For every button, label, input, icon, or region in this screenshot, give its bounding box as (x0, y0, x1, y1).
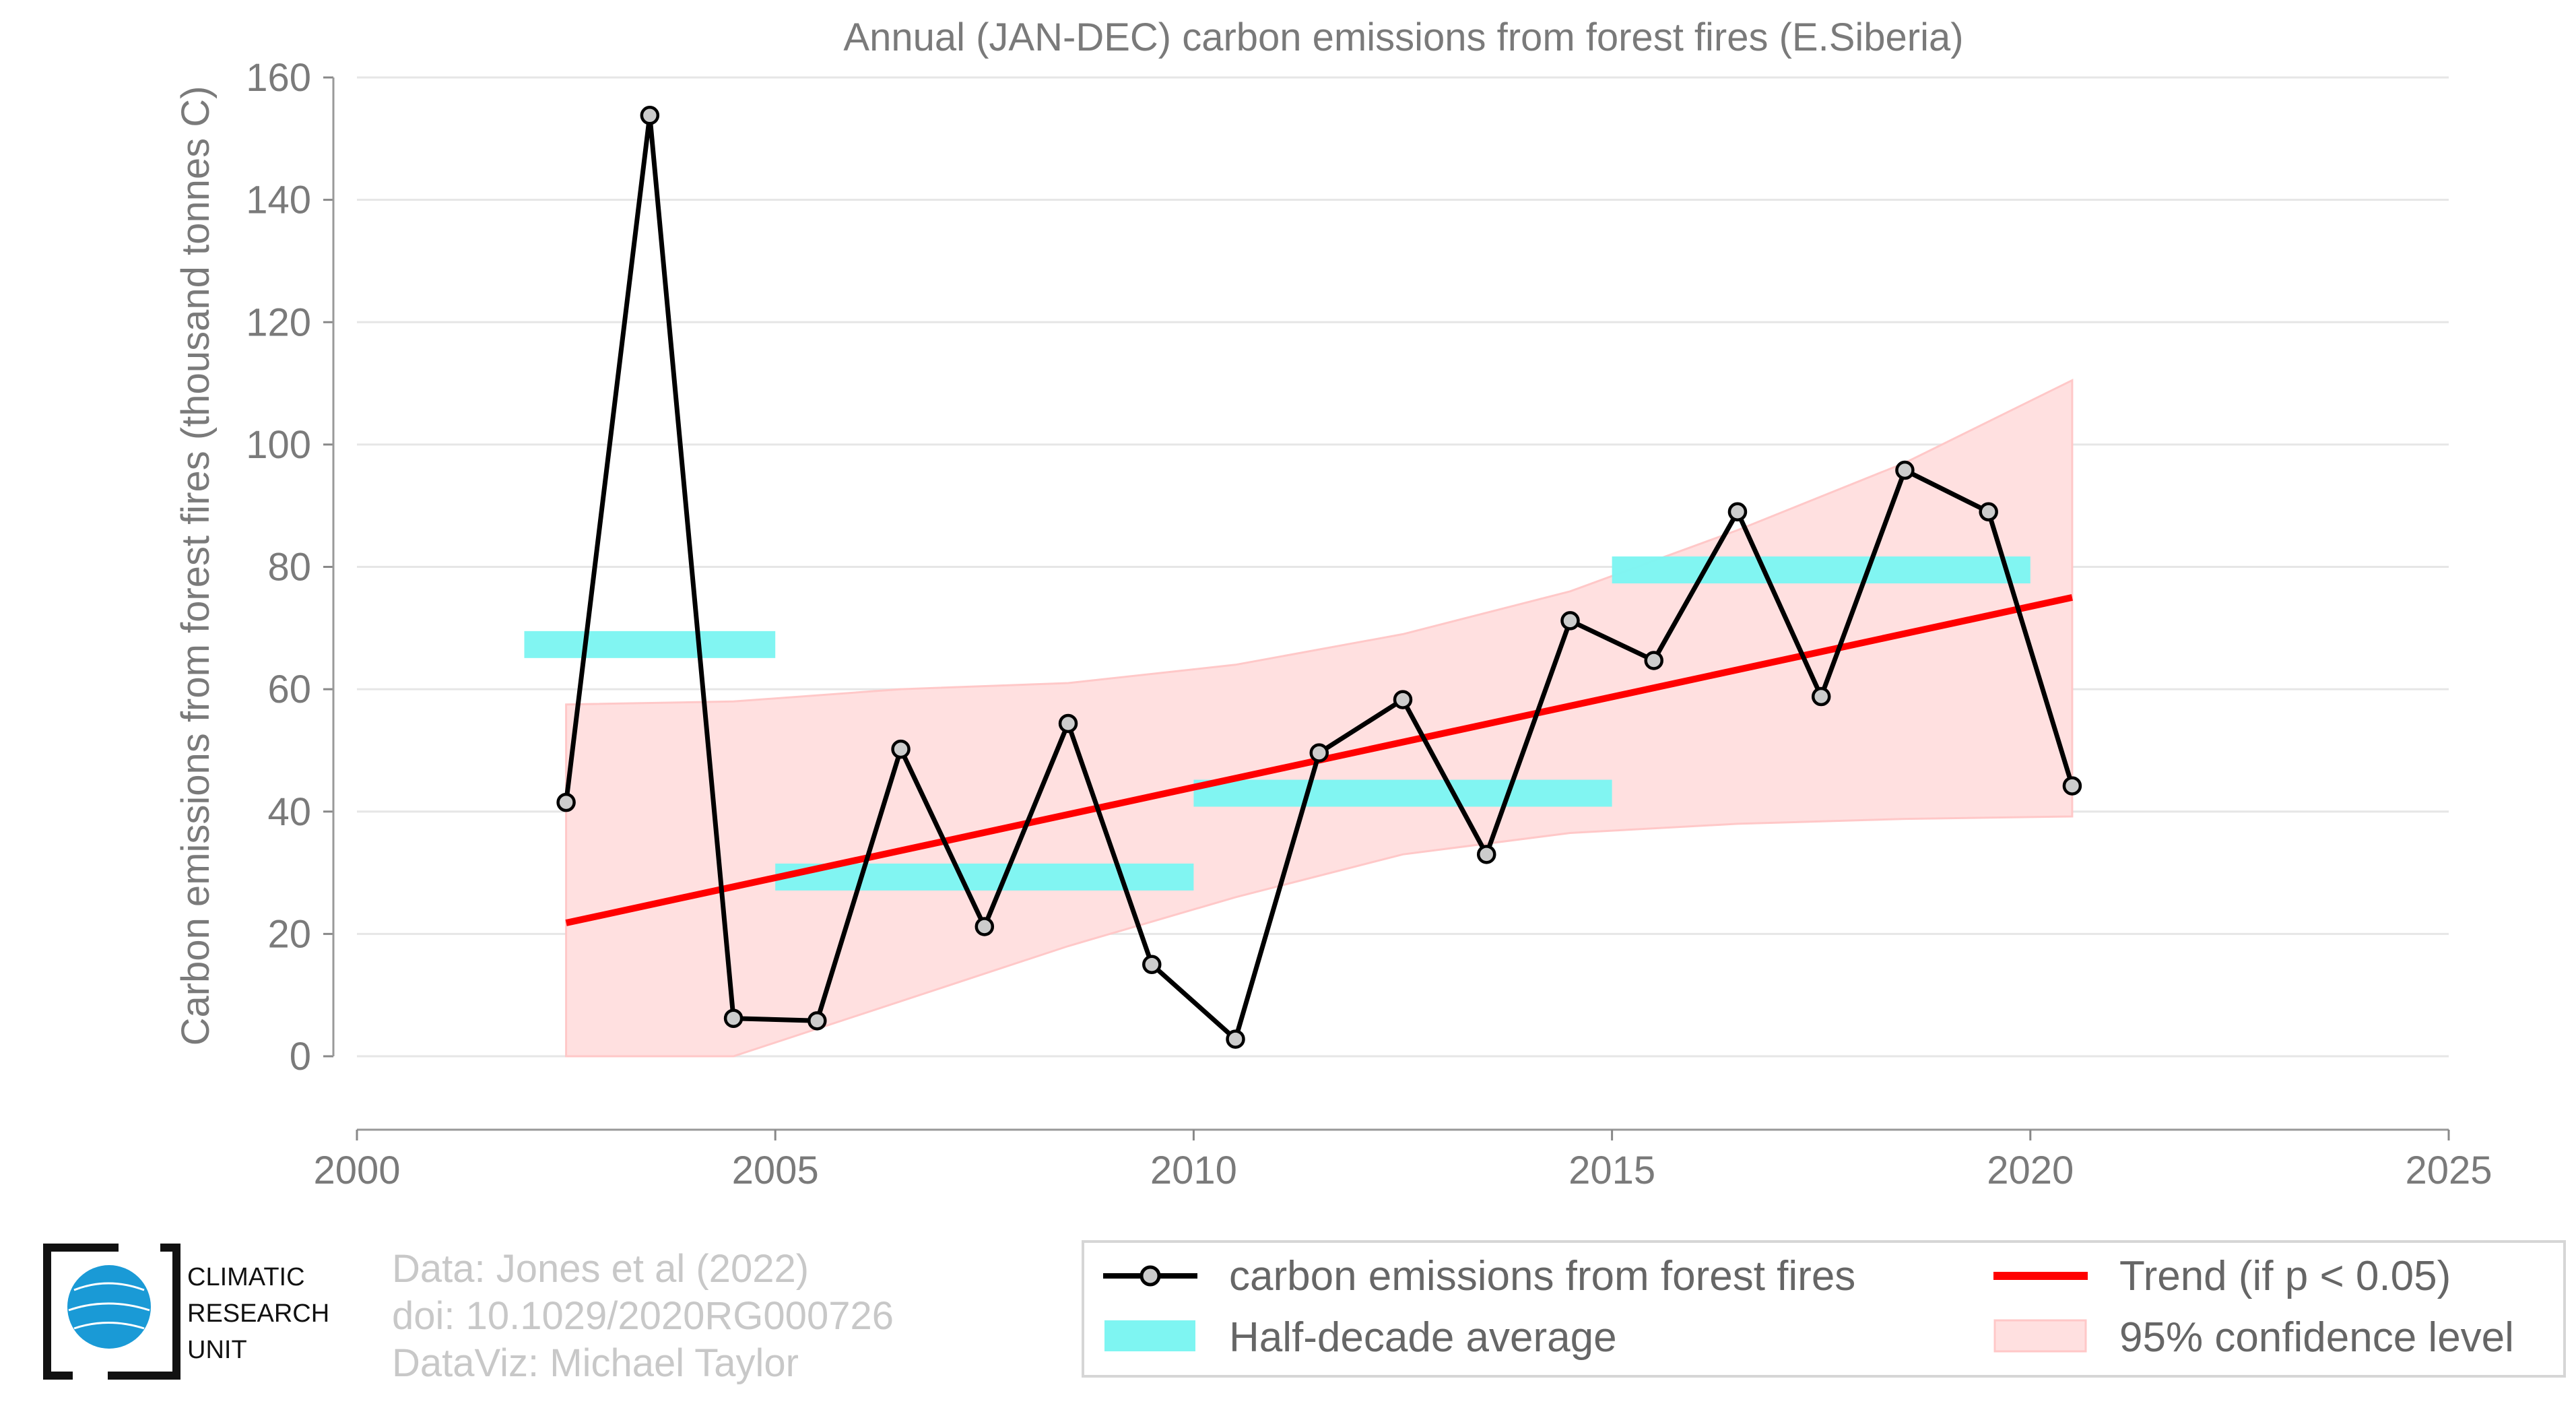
legend-label-series: carbon emissions from forest fires (1229, 1253, 1855, 1299)
logo-line-3: UNIT (187, 1336, 247, 1364)
tick-labels: 0 20 40 60 80 100 120 140 160 2000 2005 2010 2015 202… (246, 56, 2492, 1192)
logo-bracket-left (43, 1244, 119, 1380)
data-point-2005.5 (807, 1011, 827, 1031)
data-point-2020.5 (2062, 776, 2082, 796)
data-point-2006.5 (891, 739, 911, 759)
y-tick-label-20: 20 (267, 912, 311, 956)
legend-swatch-marker (1140, 1265, 1161, 1287)
y-tick-label-80: 80 (267, 546, 311, 589)
data-point-2008.5 (1058, 713, 1078, 734)
logo-bracket-right (108, 1244, 180, 1380)
legend-label-half-decade: Half-decade average (1229, 1314, 1617, 1361)
data-point-2007.5 (975, 917, 995, 936)
x-tick-label-2025: 2025 (2405, 1149, 2492, 1192)
data-point-2011.5 (1309, 743, 1329, 763)
cru-logo: CLIMATIC RESEARCH UNIT (43, 1244, 329, 1380)
half-decade-bar-1 (775, 863, 1194, 891)
data-point-2009.5 (1142, 955, 1162, 975)
data-point-2004.5 (723, 1008, 744, 1028)
y-axis-label: Carbon emissions from forest fires (thou… (174, 86, 218, 1046)
half-decade-bar-3 (1612, 556, 2030, 584)
y-tick-label-0: 0 (290, 1035, 311, 1079)
data-point-2014.5 (1560, 611, 1580, 631)
half-decade-bar-2 (1193, 779, 1612, 807)
credit-doi: doi: 10.1029/2020RG000726 (392, 1294, 894, 1338)
data-point-2003.5 (640, 106, 660, 125)
data-point-2018.5 (1895, 460, 1915, 480)
legend-label-confidence: 95% confidence level (2119, 1314, 2514, 1361)
y-tick-label-120: 120 (246, 300, 311, 344)
x-tick-label-2010: 2010 (1150, 1149, 1237, 1192)
logo-line-1: CLIMATIC (187, 1263, 305, 1291)
data-point-2017.5 (1811, 686, 1831, 707)
data-point-2019.5 (1979, 502, 1998, 522)
y-tick-label-140: 140 (246, 179, 311, 222)
y-tick-label-40: 40 (267, 790, 311, 834)
x-tick-label-2000: 2000 (313, 1149, 400, 1192)
data-point-2010.5 (1226, 1029, 1245, 1049)
emissions-series (556, 106, 2082, 1049)
x-tick-label-2020: 2020 (1987, 1149, 2074, 1192)
half-decade-bar-0 (524, 631, 776, 658)
legend: carbon emissions from forest fires Half-… (1082, 1240, 2566, 1378)
axes (323, 76, 2450, 1140)
data-point-2016.5 (1727, 502, 1748, 522)
y-tick-label-60: 60 (267, 668, 311, 711)
data-point-2015.5 (1644, 651, 1663, 670)
x-tick-label-2005: 2005 (732, 1149, 819, 1192)
legend-swatch-half-decade (1104, 1320, 1195, 1351)
y-tick-label-100: 100 (246, 423, 311, 467)
credit-data: Data: Jones et al (2022) (392, 1247, 809, 1291)
legend-swatch-confidence (1993, 1319, 2087, 1353)
logo-line-2: RESEARCH (187, 1299, 329, 1328)
data-point-2012.5 (1393, 690, 1413, 709)
legend-frame (1082, 1240, 2566, 1378)
data-point-2002.5 (556, 792, 576, 812)
chart-title: Annual (JAN-DEC) carbon emissions from f… (843, 15, 1963, 59)
x-tick-label-2015: 2015 (1568, 1149, 1655, 1192)
data-point-2013.5 (1476, 845, 1496, 864)
y-tick-label-160: 160 (246, 56, 311, 100)
credit-dataviz: DataViz: Michael Taylor (392, 1341, 799, 1385)
legend-label-trend: Trend (if p < 0.05) (2119, 1253, 2451, 1299)
